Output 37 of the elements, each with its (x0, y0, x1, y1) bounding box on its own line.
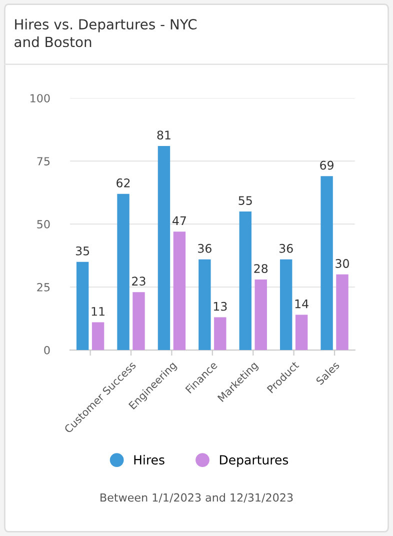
y-tick-label: 25 (37, 283, 50, 292)
bar (158, 146, 170, 350)
text: Between 1/1/2023 and 12/31/2023 (100, 493, 293, 503)
bar (254, 279, 267, 350)
bar (320, 176, 333, 350)
bar (117, 194, 130, 350)
data-label: 62 (116, 178, 130, 188)
data-label: 14 (295, 300, 308, 308)
bar (336, 274, 348, 350)
data-label: 13 (214, 302, 227, 311)
data-label: 36 (198, 244, 212, 253)
data-label: 69 (320, 160, 334, 170)
data-label: 11 (92, 307, 104, 316)
data-label: 35 (76, 246, 90, 256)
bar (132, 292, 145, 350)
y-tick-label: 75 (37, 157, 50, 166)
data-label: 55 (238, 196, 252, 205)
bar (239, 211, 252, 350)
y-tick-label: 50 (37, 220, 50, 228)
data-label: 81 (157, 130, 170, 140)
bar (173, 232, 186, 350)
bar (92, 322, 104, 350)
chart-title: Hires vs. Departures - NYC and Boston (14, 18, 197, 48)
legend-label: Departures (220, 455, 288, 468)
bar (280, 259, 292, 350)
data-label: 36 (279, 244, 293, 253)
data-label: 28 (254, 264, 268, 274)
y-tick-label: 0 (44, 346, 50, 354)
data-label: 23 (132, 276, 146, 286)
legend-label: Hires (134, 454, 164, 465)
bar (76, 262, 89, 350)
data-label: 47 (172, 216, 186, 225)
bar (214, 317, 226, 350)
bar (198, 259, 211, 350)
y-tick-label: 100 (30, 94, 50, 102)
data-label: 30 (336, 259, 349, 268)
bar (295, 314, 308, 350)
